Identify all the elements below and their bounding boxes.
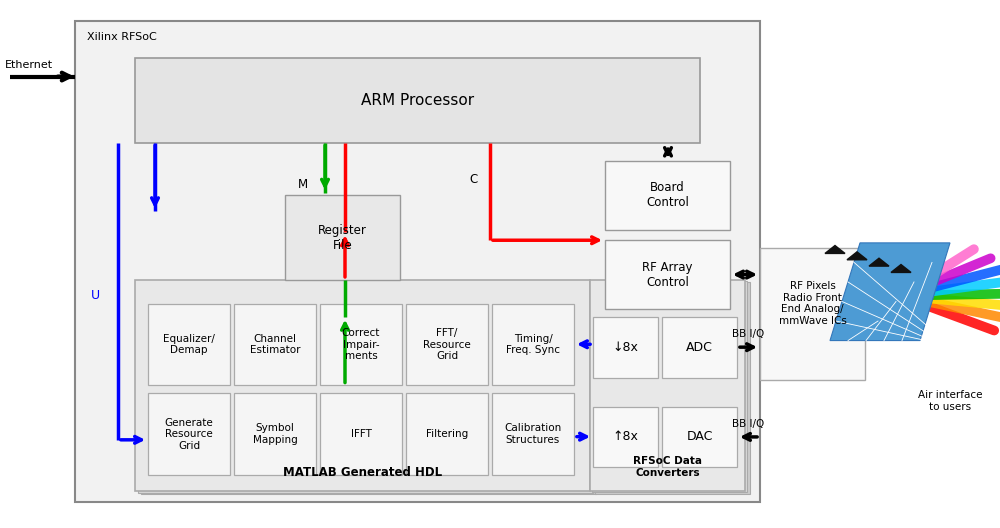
Text: M: M <box>298 178 308 191</box>
Text: ARM Processor: ARM Processor <box>361 93 474 108</box>
Bar <box>148 393 230 475</box>
Bar <box>662 317 737 378</box>
Text: DAC: DAC <box>686 430 713 444</box>
Bar <box>135 58 700 143</box>
Text: Timing/
Freq. Sync: Timing/ Freq. Sync <box>506 334 560 355</box>
Text: Symbol
Mapping: Symbol Mapping <box>253 423 297 445</box>
Text: ↑8x: ↑8x <box>613 430 638 444</box>
Text: Board
Control: Board Control <box>646 181 689 210</box>
Bar <box>590 280 745 491</box>
Text: Channel
Estimator: Channel Estimator <box>250 334 300 355</box>
Bar <box>406 304 488 385</box>
Text: ↓8x: ↓8x <box>613 341 638 354</box>
Text: RF Array
Control: RF Array Control <box>642 260 693 289</box>
Bar <box>320 393 402 475</box>
Text: Equalizer/
Demap: Equalizer/ Demap <box>163 334 215 355</box>
Text: FFT/
Resource
Grid: FFT/ Resource Grid <box>423 328 471 361</box>
Text: C: C <box>470 173 478 186</box>
Bar <box>592 281 747 492</box>
Bar <box>234 304 316 385</box>
Bar <box>492 393 574 475</box>
Bar <box>138 281 593 493</box>
Bar <box>760 248 865 380</box>
Text: Generate
Resource
Grid: Generate Resource Grid <box>165 418 213 451</box>
Bar <box>593 317 658 378</box>
Bar <box>141 283 596 494</box>
Bar <box>234 393 316 475</box>
Bar <box>605 240 730 309</box>
Text: U: U <box>90 289 100 302</box>
Polygon shape <box>825 246 845 253</box>
Text: Air interface
to users: Air interface to users <box>918 391 982 412</box>
Bar <box>148 304 230 385</box>
Text: BB I/Q: BB I/Q <box>732 329 765 339</box>
Bar <box>492 304 574 385</box>
Polygon shape <box>869 258 889 266</box>
Bar <box>605 161 730 230</box>
Polygon shape <box>847 252 867 260</box>
Text: RFSoC Data
Converters: RFSoC Data Converters <box>633 457 702 478</box>
Text: Correct
Impair-
ments: Correct Impair- ments <box>342 328 380 361</box>
Text: Filtering: Filtering <box>426 429 468 439</box>
Text: Xilinx RFSoC: Xilinx RFSoC <box>87 32 157 42</box>
Bar <box>593 407 658 467</box>
Bar <box>320 304 402 385</box>
Bar <box>285 195 400 280</box>
Bar <box>406 393 488 475</box>
Bar <box>135 280 590 491</box>
Text: RF Pixels
Radio Front
End Analog/
mmWave ICs: RF Pixels Radio Front End Analog/ mmWave… <box>779 281 846 326</box>
Polygon shape <box>830 243 950 341</box>
Text: BB I/Q: BB I/Q <box>732 419 765 429</box>
Text: Register
File: Register File <box>318 223 367 252</box>
Text: Ethernet: Ethernet <box>5 60 53 70</box>
Text: Calibration
Structures: Calibration Structures <box>504 423 562 445</box>
Bar <box>595 282 750 494</box>
Text: ADC: ADC <box>686 341 713 354</box>
Polygon shape <box>891 265 911 272</box>
Bar <box>75 21 760 502</box>
Text: IFFT: IFFT <box>351 429 371 439</box>
Bar <box>662 407 737 467</box>
Text: MATLAB Generated HDL: MATLAB Generated HDL <box>283 466 442 479</box>
